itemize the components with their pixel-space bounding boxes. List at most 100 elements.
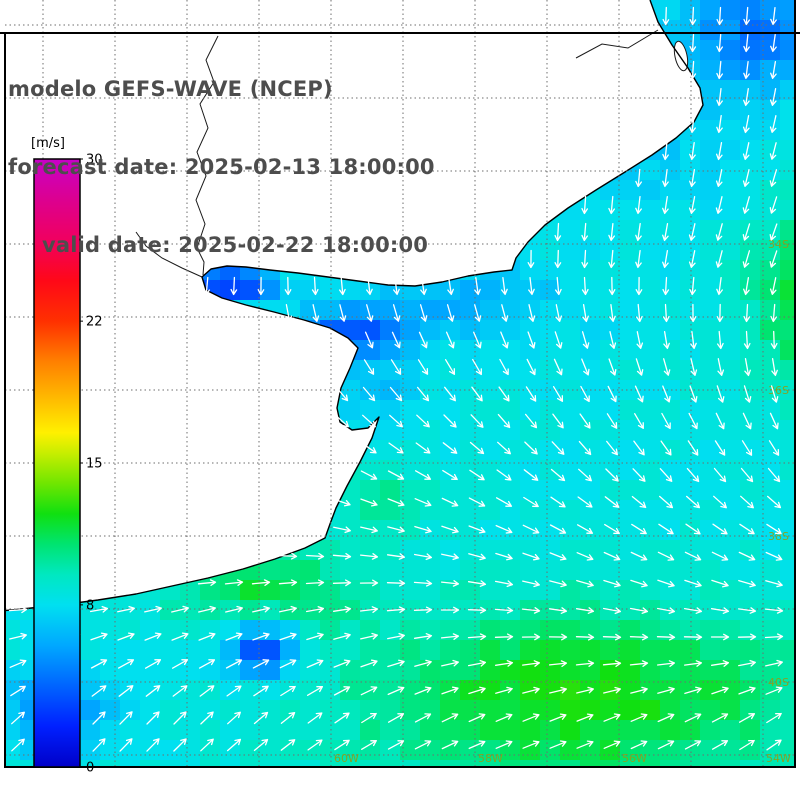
field-cell bbox=[300, 700, 320, 720]
field-cell bbox=[640, 420, 660, 440]
wind-arrow bbox=[495, 713, 513, 722]
field-cell bbox=[140, 720, 160, 740]
field-cell bbox=[380, 360, 400, 380]
field-cell bbox=[480, 500, 500, 520]
wind-arrow bbox=[662, 249, 669, 269]
wind-arrow bbox=[576, 579, 594, 588]
field-cell bbox=[560, 700, 580, 720]
wind-arrow bbox=[306, 686, 324, 696]
field-cell bbox=[700, 300, 720, 320]
field-cell bbox=[700, 360, 720, 380]
field-cell bbox=[500, 540, 520, 560]
field-cell bbox=[660, 720, 680, 740]
wind-arrow bbox=[635, 249, 642, 269]
field-cell bbox=[760, 540, 780, 560]
field-cell bbox=[780, 700, 795, 720]
field-cell bbox=[740, 400, 760, 420]
wind-arrow bbox=[366, 304, 374, 322]
wind-arrow bbox=[522, 713, 540, 722]
wind-arrow bbox=[689, 6, 697, 26]
wind-arrow bbox=[307, 712, 323, 724]
field-cell bbox=[700, 20, 720, 40]
field-cell bbox=[260, 680, 280, 700]
field-cell bbox=[500, 620, 520, 640]
wind-arrow bbox=[684, 713, 702, 723]
field-cell bbox=[300, 620, 320, 640]
field-cell bbox=[100, 680, 120, 700]
field-cell bbox=[440, 700, 460, 720]
wind-arrow bbox=[662, 195, 669, 215]
field-cell bbox=[700, 280, 720, 300]
wind-arrow bbox=[278, 552, 298, 560]
field-cell bbox=[480, 340, 500, 360]
wind-arrow bbox=[332, 579, 352, 587]
wind-arrow bbox=[172, 685, 188, 697]
field-cell bbox=[440, 560, 460, 580]
field-cell bbox=[740, 80, 760, 100]
field-cell bbox=[640, 280, 660, 300]
field-cell bbox=[540, 460, 560, 480]
field-cell bbox=[180, 760, 200, 767]
field-cell bbox=[460, 520, 480, 540]
field-cell bbox=[780, 540, 795, 560]
field-cell bbox=[780, 160, 795, 180]
field-cell bbox=[140, 760, 160, 767]
field-cell bbox=[720, 300, 740, 320]
field-cell bbox=[720, 180, 740, 200]
wind-arrow bbox=[339, 304, 347, 322]
field-cell bbox=[740, 300, 760, 320]
field-cell bbox=[560, 720, 580, 740]
field-cell bbox=[680, 340, 700, 360]
wind-arrow bbox=[225, 659, 243, 669]
field-cell bbox=[720, 360, 740, 380]
field-cell bbox=[560, 320, 580, 340]
wind-arrow bbox=[118, 685, 134, 697]
field-cell bbox=[700, 60, 720, 80]
wind-arrow bbox=[472, 358, 482, 376]
wind-arrow bbox=[11, 738, 25, 752]
field-cell bbox=[740, 200, 760, 220]
wind-arrow bbox=[549, 713, 567, 722]
wind-arrow bbox=[656, 607, 676, 615]
wind-arrow bbox=[687, 440, 699, 456]
field-cell bbox=[340, 760, 360, 767]
field-cell bbox=[400, 520, 420, 540]
field-cell bbox=[460, 340, 480, 360]
wind-arrow bbox=[550, 496, 566, 508]
field-cell bbox=[760, 400, 780, 420]
wind-arrow bbox=[741, 440, 753, 456]
wind-arrow bbox=[769, 412, 779, 430]
field-cell bbox=[780, 580, 795, 600]
field-cell bbox=[440, 400, 460, 420]
wind-arrow bbox=[442, 469, 458, 481]
field-cell bbox=[220, 600, 240, 620]
field-cell bbox=[700, 320, 720, 340]
field-cell bbox=[700, 520, 720, 540]
field-cell bbox=[640, 680, 660, 700]
wind-arrow bbox=[711, 579, 729, 588]
wind-arrow bbox=[498, 386, 510, 402]
field-cell bbox=[360, 740, 380, 760]
field-cell bbox=[280, 720, 300, 740]
field-cell bbox=[480, 740, 500, 760]
field-cell bbox=[560, 520, 580, 540]
field-cell bbox=[620, 560, 640, 580]
field-cell bbox=[680, 620, 700, 640]
field-cell bbox=[600, 640, 620, 660]
field-cell bbox=[520, 380, 540, 400]
wind-arrow bbox=[636, 331, 644, 349]
field-cell bbox=[300, 680, 320, 700]
field-cell bbox=[580, 260, 600, 280]
field-cell bbox=[220, 720, 240, 740]
wind-arrow bbox=[198, 659, 216, 669]
wind-arrow bbox=[468, 553, 486, 561]
field-cell bbox=[400, 560, 420, 580]
field-cell bbox=[720, 400, 740, 420]
field-cell bbox=[500, 700, 520, 720]
field-cell bbox=[700, 120, 720, 140]
field-cell bbox=[760, 440, 780, 460]
field-cell bbox=[520, 640, 540, 660]
field-cell bbox=[540, 240, 560, 260]
field-cell bbox=[380, 400, 400, 420]
field-cell bbox=[640, 440, 660, 460]
